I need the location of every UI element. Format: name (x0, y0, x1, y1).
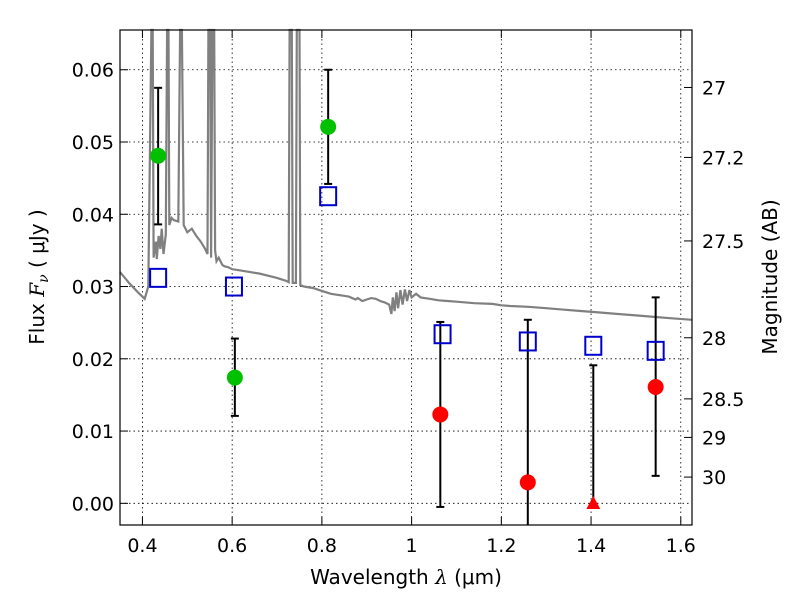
y-tick-label: 0.03 (72, 277, 114, 299)
y-tick-label: 0.01 (72, 421, 114, 443)
model-point (433, 324, 452, 345)
x-tick-label: 1 (406, 535, 418, 557)
y-tick-label: 0.00 (72, 493, 114, 515)
magnitude-tick-label: 30 (702, 467, 726, 489)
plot-frame (119, 29, 693, 526)
magnitude-tick-label: 29 (702, 427, 726, 449)
model-point (224, 276, 243, 297)
model-point (149, 267, 168, 288)
magnitude-tick-label: 27.5 (702, 231, 744, 253)
model-point (518, 331, 537, 352)
data-markers (149, 118, 665, 510)
x-axis-label: Wavelength λ (μm) (310, 565, 502, 589)
data-point (150, 147, 167, 164)
model-point (319, 186, 338, 207)
y-tick-label: 0.05 (72, 132, 114, 154)
model-point (584, 335, 603, 356)
data-point (647, 378, 664, 395)
y-tick-label: 0.04 (72, 204, 114, 226)
data-point (320, 118, 337, 135)
y-tick-label: 0.06 (72, 60, 114, 82)
magnitude-tick-label: 28.5 (702, 389, 744, 411)
x-tick-label: 1.4 (576, 535, 606, 557)
upper-limit-point (586, 496, 601, 510)
magnitude-tick-label: 28 (702, 328, 726, 350)
x-tick-label: 0.8 (307, 535, 337, 557)
x-tick-label: 1.6 (666, 535, 696, 557)
data-point (519, 474, 536, 491)
data-point (226, 369, 243, 386)
magnitude-tick-label: 27.2 (702, 147, 744, 169)
y2-axis-label: Magnitude (AB) (758, 199, 782, 354)
axis-ticks: 0.4 0.6 0.8 1 1.2 1.4 1.6 0.00 0.01 0.02 0.03 0.04 0… (72, 30, 744, 557)
x-tick-label: 0.4 (127, 535, 157, 557)
data-point (432, 406, 449, 423)
y-tick-label: 0.02 (72, 349, 114, 371)
magnitude-tick-label: 27 (702, 77, 726, 99)
model-spectrum (119, 28, 693, 321)
model-point (646, 340, 665, 361)
x-tick-label: 1.2 (486, 535, 516, 557)
model-spectrum-line (119, 28, 693, 321)
y-axis-label: Flux Fν ( μJy ) (25, 209, 52, 344)
x-tick-label: 0.6 (217, 535, 247, 557)
